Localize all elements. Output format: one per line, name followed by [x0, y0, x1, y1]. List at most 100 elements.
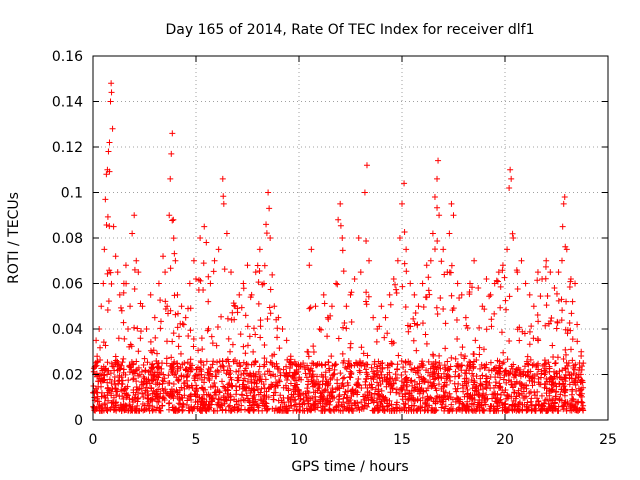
data-point	[462, 314, 469, 321]
data-point	[403, 268, 410, 275]
data-point	[421, 407, 428, 414]
data-point	[397, 387, 404, 394]
data-point	[252, 269, 259, 276]
data-point	[242, 383, 249, 390]
data-point	[510, 361, 517, 368]
data-point	[267, 359, 274, 366]
data-point	[157, 297, 164, 304]
data-point	[251, 325, 258, 332]
data-point	[155, 280, 162, 287]
data-point	[516, 337, 523, 344]
data-point	[335, 407, 342, 414]
data-point	[321, 300, 328, 307]
data-point	[273, 316, 280, 323]
data-point	[257, 334, 264, 341]
data-point	[422, 331, 429, 338]
data-point	[143, 384, 150, 391]
data-point	[408, 387, 415, 394]
data-point	[255, 300, 262, 307]
data-point	[541, 357, 548, 364]
data-point	[483, 385, 490, 392]
data-point	[148, 385, 155, 392]
data-point	[174, 360, 181, 367]
data-point	[473, 356, 480, 363]
data-point	[169, 390, 176, 397]
data-point	[321, 387, 328, 394]
data-point	[458, 367, 465, 374]
data-point	[248, 387, 255, 394]
data-point	[428, 395, 435, 402]
data-point	[294, 386, 301, 393]
data-point	[198, 384, 205, 391]
data-point	[425, 358, 432, 365]
data-point	[560, 381, 567, 388]
data-point	[127, 403, 134, 410]
data-point	[90, 383, 97, 390]
data-point	[478, 397, 485, 404]
data-point	[119, 359, 126, 366]
data-point	[203, 358, 210, 365]
data-point	[526, 390, 533, 397]
data-point	[196, 276, 203, 283]
data-point	[91, 407, 98, 414]
data-point	[354, 380, 361, 387]
data-point	[521, 401, 528, 408]
data-point	[248, 373, 255, 380]
data-point	[442, 403, 449, 410]
data-point	[527, 356, 534, 363]
data-point	[528, 407, 535, 414]
data-point	[144, 400, 151, 407]
data-point	[410, 402, 417, 409]
data-point	[498, 329, 505, 336]
data-point	[463, 367, 470, 374]
data-point	[558, 317, 565, 324]
data-point	[102, 196, 109, 203]
data-point	[384, 400, 391, 407]
data-point	[500, 376, 507, 383]
data-point	[178, 384, 185, 391]
data-point	[455, 380, 462, 387]
data-point	[528, 323, 535, 330]
data-point	[558, 386, 565, 393]
data-point	[104, 359, 111, 366]
data-point	[234, 405, 241, 412]
data-point	[551, 285, 558, 292]
data-point	[417, 397, 424, 404]
data-point	[341, 374, 348, 381]
data-point	[542, 275, 549, 282]
data-point	[390, 380, 397, 387]
data-point	[555, 297, 562, 304]
data-point	[444, 367, 451, 374]
data-point	[402, 359, 409, 366]
data-point	[291, 388, 298, 395]
data-point	[118, 307, 125, 314]
data-point	[331, 394, 338, 401]
data-point	[516, 392, 523, 399]
data-point	[133, 257, 140, 264]
data-point	[368, 396, 375, 403]
data-point	[305, 349, 312, 356]
data-point	[275, 365, 282, 372]
x-tick-label: 20	[496, 432, 514, 448]
data-point	[527, 398, 534, 405]
data-point	[368, 384, 375, 391]
data-point	[105, 367, 112, 374]
data-point	[168, 150, 175, 157]
data-point	[141, 406, 148, 413]
data-point	[578, 352, 585, 359]
data-point	[488, 323, 495, 330]
data-point	[423, 403, 430, 410]
data-point	[487, 359, 494, 366]
data-point	[469, 407, 476, 414]
data-point	[332, 361, 339, 368]
data-point	[498, 391, 505, 398]
data-point	[157, 325, 164, 332]
data-point	[555, 407, 562, 414]
data-point	[258, 385, 265, 392]
data-point	[176, 395, 183, 402]
data-point	[491, 384, 498, 391]
data-point	[543, 302, 550, 309]
data-point	[233, 387, 240, 394]
data-point	[149, 403, 156, 410]
data-point	[285, 395, 292, 402]
